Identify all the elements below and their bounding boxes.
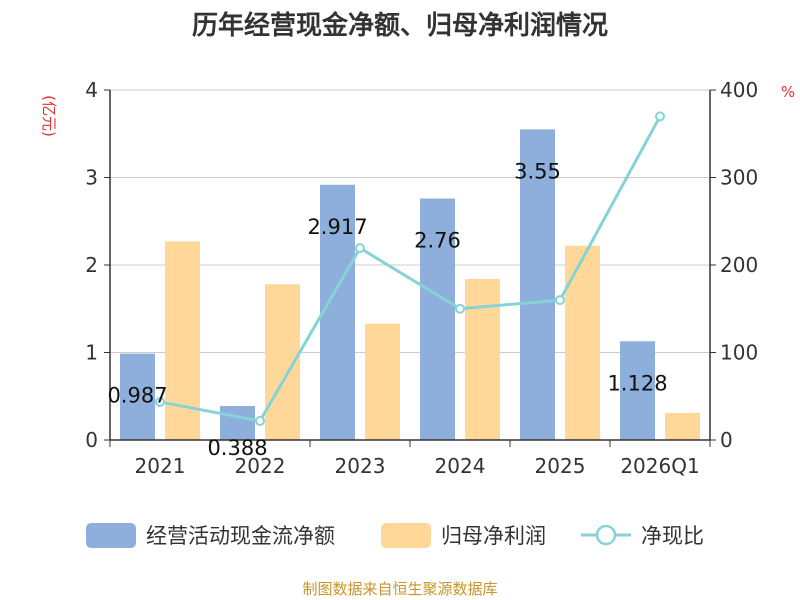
- bar-cash-flow: [120, 353, 155, 440]
- bar-cash-flow: [220, 406, 255, 440]
- ratio-line: [155, 111, 665, 426]
- y-right-tick-label: 0: [720, 428, 733, 452]
- axes: 0 1 2 3 4 0 100 200 300 400 2021 2022 2023 2024 2025 20…: [85, 78, 758, 478]
- y-left-tick-label: 0: [85, 428, 98, 452]
- bar-cash-flow: [420, 198, 455, 440]
- source-note: 制图数据来自恒生聚源数据库: [302, 580, 497, 598]
- bars: [120, 129, 700, 440]
- legend-marker-ratio: [595, 524, 617, 546]
- y-left-tick-label: 1: [85, 341, 98, 365]
- ratio-point: [355, 243, 365, 254]
- bar-cash-flow: [520, 129, 555, 440]
- data-label: 2.76: [414, 229, 461, 253]
- legend-label-ratio: 净现比: [641, 524, 704, 548]
- y-right-tick-label: 300: [720, 166, 758, 190]
- left-axis-unit: (亿元): [40, 95, 58, 137]
- right-axis-unit: %: [781, 83, 795, 101]
- bar-net-profit: [365, 323, 400, 440]
- chart-title: 历年经营现金净额、归母净利润情况: [192, 10, 608, 41]
- bar-net-profit: [565, 245, 600, 440]
- x-tick-label: 2024: [435, 454, 486, 478]
- ratio-point: [555, 295, 565, 306]
- y-left-tick-label: 3: [85, 166, 98, 190]
- x-tick-label: 2021: [135, 454, 186, 478]
- ratio-point: [655, 111, 665, 122]
- legend-swatch-cash-flow: [86, 523, 136, 548]
- legend-label-net-profit: 归母净利润: [441, 524, 546, 548]
- bar-net-profit: [465, 279, 500, 440]
- y-right-tick-label: 100: [720, 341, 758, 365]
- ratio-point: [255, 415, 265, 426]
- data-label: 0.987: [107, 384, 167, 408]
- data-label: 1.128: [607, 371, 667, 395]
- x-tick-label: 2023: [335, 454, 386, 478]
- bar-cash-flow: [320, 184, 355, 440]
- legend-swatch-net-profit: [381, 523, 431, 548]
- data-label: 2.917: [307, 215, 367, 239]
- ratio-point: [155, 396, 165, 407]
- bar-cash-flow: [620, 341, 655, 440]
- data-label: 0.388: [207, 436, 267, 460]
- y-left-tick-label: 2: [85, 253, 98, 277]
- x-tick-label: 2026Q1: [620, 454, 699, 478]
- ratio-line-path: [159, 115, 662, 423]
- x-tick-label: 2025: [535, 454, 586, 478]
- y-left-tick-label: 4: [85, 78, 98, 102]
- legend: 经营活动现金流净额 归母净利润 净现比: [86, 523, 704, 548]
- ratio-point: [455, 303, 465, 314]
- y-right-tick-label: 200: [720, 253, 758, 277]
- legend-label-cash-flow: 经营活动现金流净额: [146, 524, 335, 548]
- data-label: 3.55: [514, 159, 561, 183]
- y-right-tick-label: 400: [720, 78, 758, 102]
- bar-net-profit: [665, 412, 700, 440]
- data-labels: 0.987 0.388 2.917 2.76 3.55 1.128: [107, 159, 667, 460]
- bar-net-profit: [165, 241, 200, 440]
- x-tick-label: 2022: [235, 454, 286, 478]
